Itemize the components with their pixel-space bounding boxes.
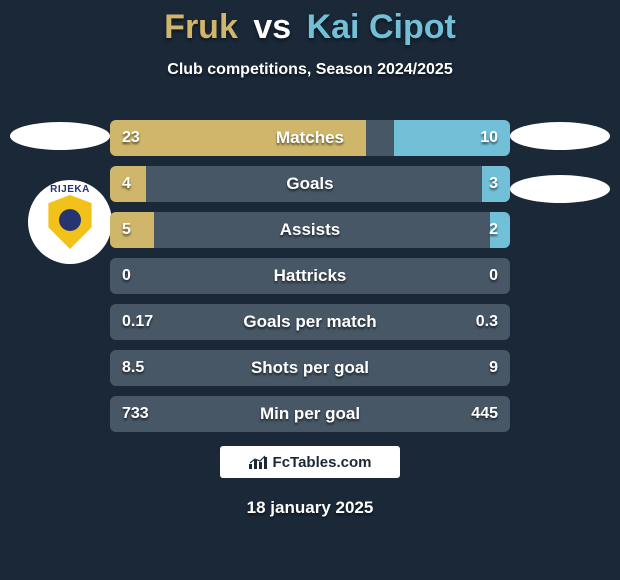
player-b-photo-placeholder [510,122,610,150]
stat-value-b: 0.3 [476,304,498,340]
stat-value-a: 4 [122,166,131,202]
stat-row: Shots per goal8.5 9 [110,350,510,386]
stat-row: Matches23 10 [110,120,510,156]
stat-row: Hattricks0 0 [110,258,510,294]
stat-value-b: 2 [489,212,498,248]
club-badge-text: RIJEKA [28,184,112,195]
stat-value-a: 23 [122,120,140,156]
player-a-photo-placeholder [10,122,110,150]
club-badge-shield-icon [46,195,94,249]
stat-label: Hattricks [110,258,510,294]
footer-brand-text: FcTables.com [273,454,372,471]
chart-icon [249,455,267,469]
stat-value-b: 0 [489,258,498,294]
stat-value-b: 9 [489,350,498,386]
stat-value-a: 733 [122,396,149,432]
stat-label: Min per goal [110,396,510,432]
stat-value-b: 10 [480,120,498,156]
stat-row: Assists5 2 [110,212,510,248]
stat-value-a: 8.5 [122,350,144,386]
player-a-name: Fruk [164,8,238,46]
stat-label: Matches [110,120,510,156]
stat-value-b: 3 [489,166,498,202]
stat-value-b: 445 [471,396,498,432]
page-title: Fruk vs Kai Cipot [0,0,620,47]
footer-brand-badge[interactable]: FcTables.com [220,446,400,478]
stat-label: Goals [110,166,510,202]
stat-label: Assists [110,212,510,248]
stat-label: Shots per goal [110,350,510,386]
stat-row: Min per goal733 445 [110,396,510,432]
player-b-name: Kai Cipot [307,8,456,46]
stat-value-a: 0 [122,258,131,294]
subtitle: Club competitions, Season 2024/2025 [0,61,620,79]
stat-value-a: 0.17 [122,304,153,340]
player-a-club-badge: RIJEKA [28,180,112,264]
stat-value-a: 5 [122,212,131,248]
stat-row: Goals4 3 [110,166,510,202]
player-b-club-placeholder [510,175,610,203]
date-text: 18 january 2025 [0,498,620,518]
title-vs: vs [253,8,291,46]
comparison-bars: Matches23 10 Goals4 3 Assists5 2 Hattricks0 0 Go… [110,120,510,442]
stat-row: Goals per match0.17 0.3 [110,304,510,340]
stat-label: Goals per match [110,304,510,340]
